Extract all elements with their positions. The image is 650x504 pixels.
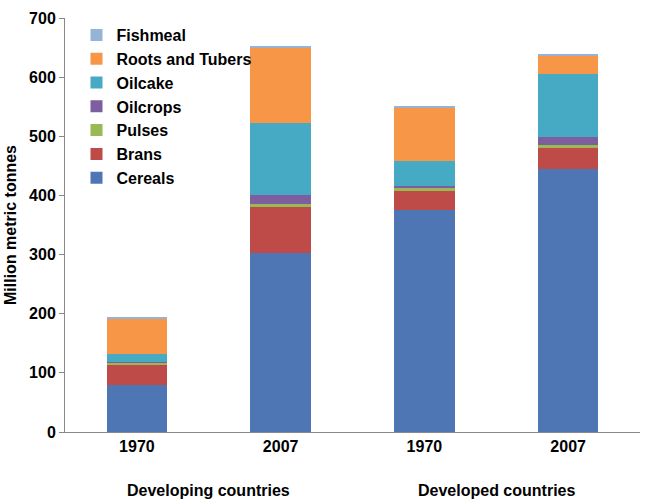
- svg-text:Oilcrops: Oilcrops: [117, 99, 182, 116]
- svg-text:700: 700: [29, 10, 56, 27]
- svg-text:400: 400: [29, 187, 56, 204]
- svg-text:Cereals: Cereals: [117, 170, 175, 187]
- svg-text:Developing countries: Developing countries: [127, 482, 290, 499]
- svg-text:600: 600: [29, 69, 56, 86]
- svg-text:Fishmeal: Fishmeal: [117, 27, 186, 44]
- svg-text:500: 500: [29, 128, 56, 145]
- svg-text:1970: 1970: [407, 438, 443, 455]
- svg-text:1970: 1970: [119, 438, 155, 455]
- svg-text:2007: 2007: [550, 438, 586, 455]
- svg-text:Roots and Tubers: Roots and Tubers: [117, 51, 252, 68]
- svg-text:Million metric tonnes: Million metric tonnes: [2, 145, 19, 305]
- svg-text:Developed countries: Developed countries: [418, 482, 575, 499]
- svg-text:100: 100: [29, 364, 56, 381]
- svg-text:0: 0: [47, 424, 56, 441]
- svg-text:200: 200: [29, 305, 56, 322]
- svg-text:Oilcake: Oilcake: [117, 75, 174, 92]
- svg-text:2007: 2007: [263, 438, 299, 455]
- svg-text:Pulses: Pulses: [117, 122, 169, 139]
- svg-text:300: 300: [29, 246, 56, 263]
- svg-text:Brans: Brans: [117, 146, 162, 163]
